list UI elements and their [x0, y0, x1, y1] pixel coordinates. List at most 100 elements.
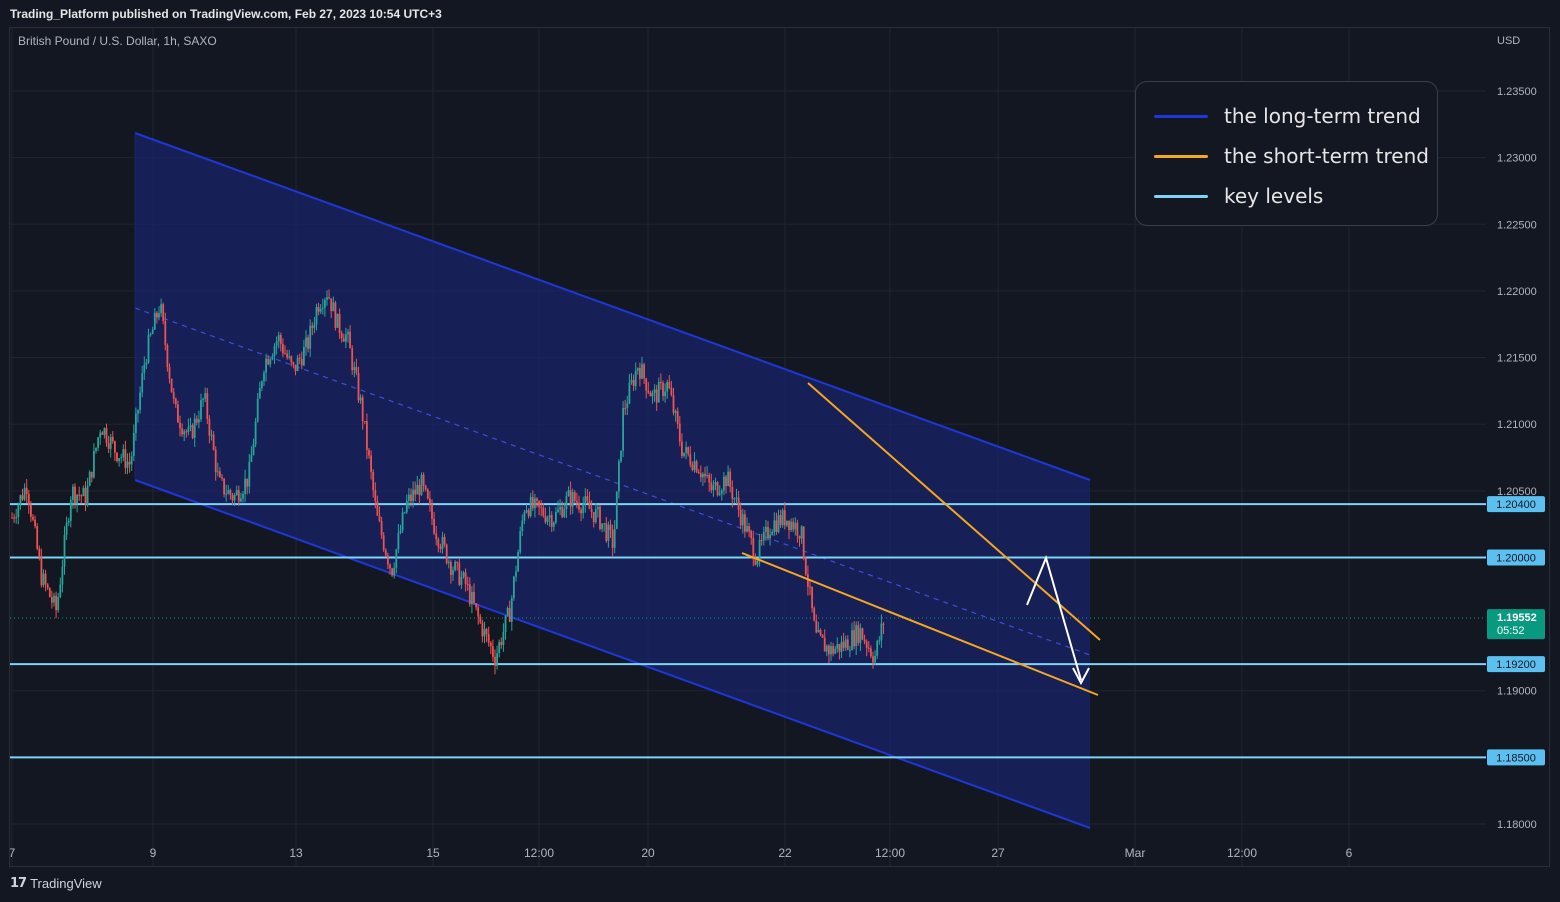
candle-body	[132, 432, 135, 457]
candle-body	[128, 461, 131, 465]
candle-body	[695, 461, 698, 472]
candle-body	[93, 451, 95, 478]
candle-body	[78, 494, 81, 496]
x-tick-label: 7	[9, 846, 16, 860]
candle-body	[723, 476, 725, 491]
candle-body	[399, 530, 402, 533]
candle-body	[130, 456, 133, 465]
candle-body	[437, 539, 440, 547]
candle-body	[683, 452, 685, 457]
candle-body	[90, 471, 93, 478]
candle-body	[477, 607, 480, 617]
candle-body	[777, 515, 780, 532]
candle-body	[613, 528, 616, 548]
candle-body	[384, 549, 387, 556]
candle-body	[315, 307, 318, 325]
candle-body	[36, 526, 39, 549]
candle-body	[164, 320, 167, 345]
candle-body	[708, 474, 711, 483]
candle-body	[605, 523, 608, 541]
candle-body	[258, 388, 261, 399]
legend-swatch-long-term	[1154, 114, 1208, 118]
candle-body	[332, 302, 335, 312]
candle-body	[191, 425, 194, 438]
candle-body	[544, 515, 547, 522]
candle-body	[741, 514, 744, 526]
x-tick-label: 12:00	[1227, 846, 1257, 860]
candle-body	[271, 356, 274, 360]
candle-body	[439, 546, 442, 549]
candle-body	[540, 506, 543, 508]
candle-body	[269, 359, 272, 365]
candle-body	[580, 509, 582, 514]
candle-body	[590, 509, 593, 512]
candle-body	[34, 519, 36, 527]
candle-body	[857, 624, 860, 643]
candle-body	[861, 628, 864, 640]
candle-body	[471, 592, 473, 605]
candle-body	[282, 344, 284, 354]
y-tick-label: 1.21000	[1497, 419, 1537, 431]
candle-body	[693, 461, 696, 471]
candle-body	[849, 649, 851, 651]
candle-body	[643, 364, 645, 379]
legend-box: the long-term trend the short-term trend…	[1135, 81, 1438, 226]
key-level-tag-label: 1.20400	[1496, 499, 1536, 511]
candle-body	[485, 628, 488, 635]
candle-body	[880, 623, 883, 641]
candle-body	[95, 447, 97, 452]
candle-body	[607, 524, 610, 541]
candle-body	[162, 304, 165, 321]
x-tick-label: 12:00	[524, 846, 554, 860]
x-tick-label: 6	[1346, 846, 1353, 860]
candle-body	[361, 397, 364, 422]
candle-body	[737, 497, 740, 510]
candle-body	[754, 559, 757, 565]
candle-body	[405, 500, 408, 513]
candle-body	[27, 493, 30, 505]
candle-body	[118, 458, 120, 462]
candle-body	[424, 485, 427, 490]
candle-body	[324, 299, 326, 308]
projection-arrow	[1026, 554, 1082, 681]
candle-body	[651, 392, 654, 397]
candle-body	[628, 382, 631, 404]
candle-body	[328, 297, 330, 299]
candle-body	[756, 561, 759, 565]
candle-body	[244, 478, 246, 494]
candle-body	[25, 487, 28, 494]
candle-body	[748, 526, 750, 532]
candle-body	[840, 641, 843, 652]
candle-body	[846, 639, 849, 650]
candle-body	[53, 595, 55, 603]
candle-body	[666, 381, 669, 392]
candle-body	[479, 616, 482, 623]
candle-body	[219, 471, 221, 478]
candle-body	[151, 329, 154, 334]
candle-body	[198, 419, 200, 423]
candle-body	[44, 573, 47, 585]
candle-body	[286, 353, 288, 358]
candle-body	[790, 521, 792, 531]
candle-body	[359, 397, 362, 401]
candle-body	[103, 428, 106, 435]
candle-body	[674, 411, 677, 413]
x-tick-label: Mar	[1125, 846, 1146, 860]
candle-body	[626, 403, 629, 409]
candle-body	[563, 509, 566, 517]
candle-body	[578, 502, 580, 510]
candle-body	[815, 620, 818, 633]
candle-body	[601, 523, 603, 530]
candle-body	[685, 447, 687, 453]
candle-body	[573, 492, 576, 501]
candle-body	[216, 471, 219, 473]
candle-body	[349, 331, 351, 349]
candle-body	[807, 574, 809, 587]
candle-body	[496, 653, 498, 666]
candle-body	[296, 357, 299, 372]
candle-body	[382, 535, 385, 550]
candle-body	[193, 418, 196, 438]
footer-brand[interactable]: 𝟭𝟳 TradingView	[10, 875, 102, 891]
candle-body	[834, 648, 837, 654]
candle-body	[347, 331, 349, 335]
